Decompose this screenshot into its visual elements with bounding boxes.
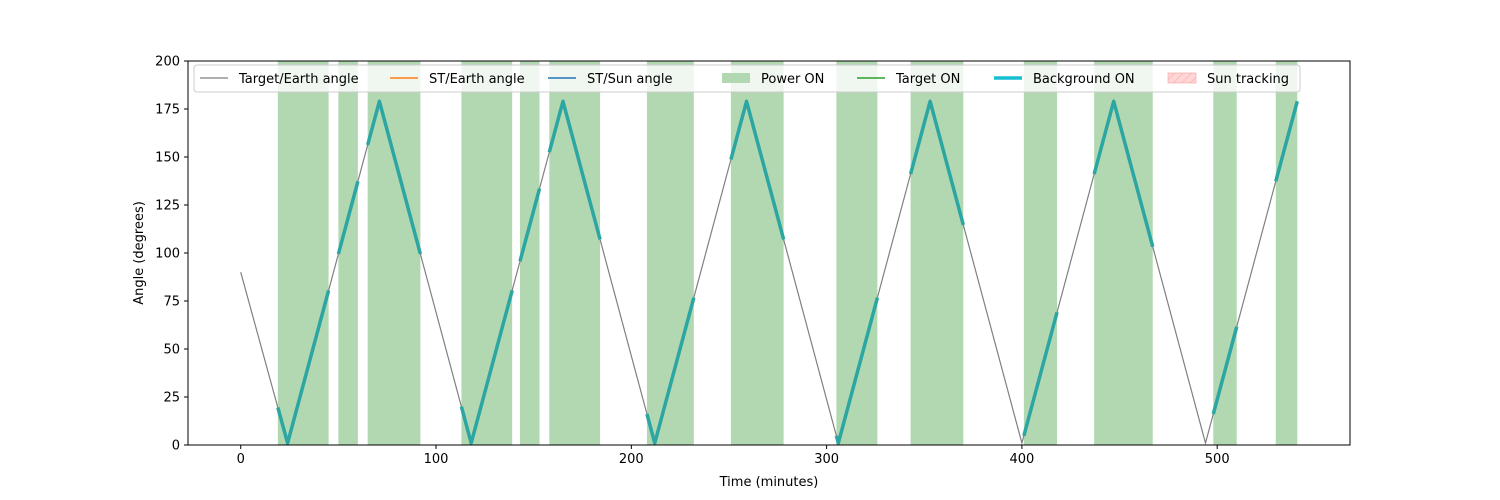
- legend-swatch-hatch: [1168, 73, 1196, 83]
- y-tick-label: 75: [163, 295, 180, 310]
- x-tick-label: 200: [619, 452, 644, 467]
- y-tick-label: 50: [163, 343, 180, 358]
- background-on-segment-8: [834, 297, 880, 445]
- background-on-series: [276, 99, 1299, 445]
- legend-entry-4: Target ON: [857, 72, 960, 87]
- y-tick-label: 100: [155, 247, 180, 262]
- power-on-span-10: [1023, 61, 1058, 445]
- legend-label: ST/Earth angle: [429, 72, 525, 87]
- y-tick-label: 175: [155, 103, 180, 118]
- power-on-span-1: [338, 61, 358, 445]
- y-axis: 0 25 50 75 100 125 150 175 200: [155, 55, 188, 454]
- legend-entry-0: Target/Earth angle: [200, 72, 359, 87]
- power-on-span-8: [836, 61, 878, 445]
- power-on-span-9: [910, 61, 964, 445]
- background-on-segment-5: [547, 99, 602, 240]
- x-axis-label: Time (minutes): [719, 475, 819, 490]
- legend-label: ST/Sun angle: [587, 72, 673, 87]
- legend-label: Target ON: [895, 72, 960, 87]
- y-tick-label: 150: [155, 151, 180, 166]
- x-tick-label: 100: [424, 452, 449, 467]
- y-tick-label: 125: [155, 199, 180, 214]
- background-on-segment-11: [1092, 99, 1155, 248]
- legend-label: Sun tracking: [1207, 72, 1289, 87]
- background-on-segment-12: [1211, 326, 1239, 415]
- power-on-span-2: [367, 61, 421, 445]
- legend-entry-2: ST/Sun angle: [548, 72, 673, 87]
- legend-entry-1: ST/Earth angle: [390, 72, 525, 87]
- legend-label: Power ON: [761, 72, 824, 87]
- background-on-segment-6: [645, 297, 696, 445]
- power-on-span-7: [730, 61, 784, 445]
- x-tick-label: 300: [814, 452, 839, 467]
- background-on-segment-1: [336, 180, 360, 255]
- x-tick-label: 0: [237, 452, 245, 467]
- legend-entry-5: Background ON: [994, 72, 1135, 87]
- background-on-segment-3: [459, 289, 514, 445]
- background-on-segment-2: [365, 99, 423, 255]
- legend-entry-3: Power ON: [722, 72, 824, 87]
- x-tick-label: 400: [1009, 452, 1034, 467]
- legend-label: Target/Earth angle: [238, 72, 359, 87]
- background-on-segment-0: [276, 289, 331, 445]
- x-tick-label: 500: [1205, 452, 1230, 467]
- y-tick-label: 25: [163, 391, 180, 406]
- background-on-segment-13: [1274, 100, 1299, 182]
- legend-swatch: [722, 73, 750, 83]
- background-on-segment-10: [1022, 311, 1059, 437]
- background-on-segment-7: [729, 99, 786, 240]
- y-axis-label: Angle (degrees): [132, 201, 147, 305]
- power-on-span-11: [1094, 61, 1153, 445]
- power-on-span-4: [520, 61, 540, 445]
- y-tick-label: 0: [172, 439, 180, 454]
- background-on-segment-4: [518, 188, 542, 262]
- legend-label: Background ON: [1033, 72, 1135, 87]
- background-on-segment-9: [908, 99, 966, 226]
- power-on-span-12: [1213, 61, 1237, 445]
- legend: Target/Earth angle ST/Earth angle ST/Sun a…: [193, 64, 1301, 93]
- x-axis: 0 100 200 300 400 500: [237, 445, 1230, 467]
- y-tick-label: 200: [155, 55, 180, 70]
- legend-entry-6: Sun tracking: [1167, 72, 1289, 87]
